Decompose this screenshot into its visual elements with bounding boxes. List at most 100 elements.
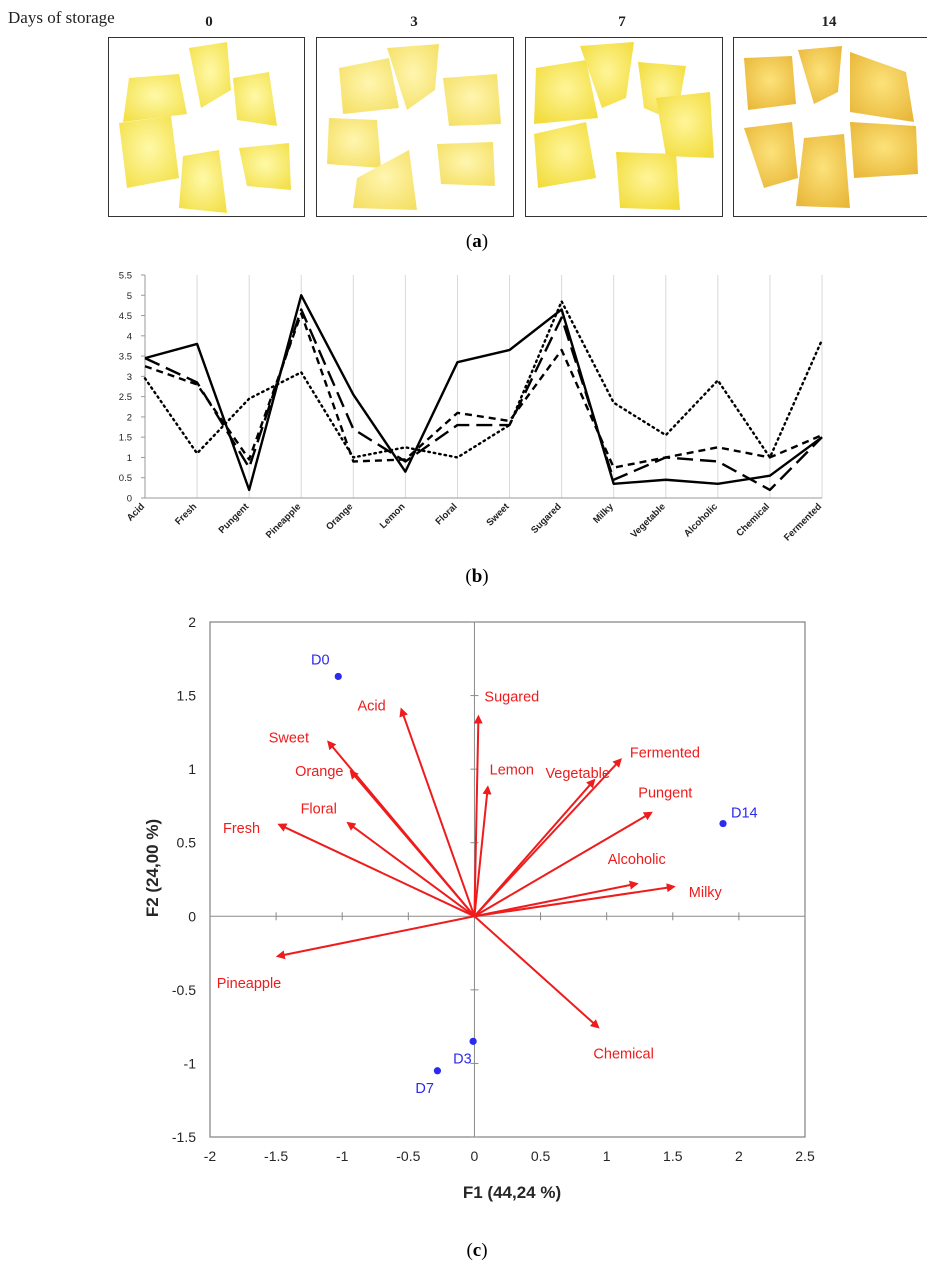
- sensory-profile-line-chart: 0 0.5 1 1.5 2 2.5 3 3.5 4 4.5 5 5.5 Acid Fresh Pungen…: [119, 271, 824, 544]
- x-tick-label: 1: [603, 1148, 611, 1164]
- day-7-label: 7: [618, 14, 626, 30]
- photo-day-7: [525, 37, 723, 217]
- x-axis-tick-labels: Acid Fresh Pungent Pineapple Orange Lemon Flor…: [125, 501, 824, 544]
- x-tick-label: 0.5: [531, 1148, 551, 1164]
- series-line-solid: [144, 294, 823, 492]
- x-tick-label: Chemical: [734, 501, 772, 539]
- x-tick-label: -2: [204, 1148, 217, 1164]
- day-3-label: 3: [410, 14, 418, 30]
- x-tick-label: Sweet: [484, 501, 512, 529]
- vector-label-orange: Orange: [295, 764, 343, 780]
- observation-label-d0: D0: [311, 652, 330, 668]
- plot-frame: [209, 621, 806, 1138]
- x-tick-label: Fresh: [173, 501, 199, 527]
- x-tick-label: -1.5: [264, 1148, 288, 1164]
- series-lines: [143, 294, 824, 492]
- vector-label-fermented: Fermented: [630, 745, 700, 761]
- vector-lemon: [473, 785, 492, 917]
- vector-sugared: [473, 714, 483, 917]
- y-tick-label: 2.5: [119, 392, 132, 403]
- y-tick-label: 1: [188, 761, 196, 777]
- x-tick-label: Pungent: [217, 501, 252, 536]
- x-tick-label: Sugared: [529, 501, 564, 536]
- x-tick-label: Alcoholic: [682, 501, 720, 539]
- y-tick-label: 0: [188, 908, 196, 924]
- vector-label-vegetable: Vegetable: [545, 766, 610, 782]
- series-line-long-dash: [144, 308, 823, 492]
- observation-point-d14: [719, 819, 727, 828]
- y-tick-label: 0.5: [177, 835, 197, 851]
- observation-label-d14: D14: [731, 806, 758, 822]
- y-tick-label: 3.5: [119, 352, 132, 363]
- observation-label-d7: D7: [415, 1081, 434, 1097]
- vector-label-fresh: Fresh: [223, 821, 260, 837]
- y-tick-label: 0: [127, 494, 132, 505]
- x-tick-label: -0.5: [396, 1148, 420, 1164]
- x-tick-label: 0: [471, 1148, 479, 1164]
- vector-fermented: [473, 758, 622, 917]
- photo-day-0: [108, 37, 305, 217]
- storage-row-label: Days of storage: [8, 8, 115, 27]
- x-tick-label: Milky: [591, 501, 616, 526]
- y-tick-label: -1: [184, 1055, 197, 1071]
- y-tick-label: 5: [127, 291, 132, 302]
- x-tick-label: 2.5: [795, 1148, 815, 1164]
- panel-c-letter: c: [472, 1240, 482, 1261]
- x-tick-label: 2: [735, 1148, 743, 1164]
- y-axis-tick-labels: 0 0.5 1 1.5 2 2.5 3 3.5 4 4.5 5 5.5: [119, 271, 132, 505]
- x-tick-label: Orange: [324, 501, 355, 532]
- y-tick-label: 2: [127, 412, 132, 423]
- x-tick-label: 1.5: [663, 1148, 683, 1164]
- photo-day-14: [733, 37, 927, 217]
- vector-label-chemical: Chemical: [593, 1047, 653, 1063]
- y-tick-label: 1.5: [119, 433, 132, 444]
- observation-point-d7: [433, 1067, 442, 1075]
- observation-label-d3: D3: [453, 1051, 472, 1067]
- y-tick-label: 1: [127, 453, 132, 464]
- x-tick-label: Floral: [434, 501, 460, 527]
- pineapple-slices-image: [327, 44, 501, 210]
- x-axis-title: F1 (44,24 %): [463, 1183, 561, 1202]
- vector-label-pineapple: Pineapple: [217, 976, 282, 992]
- observation-point-d3: [469, 1037, 477, 1045]
- x-tick-label: -1: [336, 1148, 349, 1164]
- vertical-gridlines: [144, 275, 823, 498]
- axis-tick-labels: -2 -1.5 -1 -0.5 0 0.5 1 1.5 2 2.5 -1.5 -1 -0.5 0 0.5 1 1…: [172, 614, 815, 1164]
- vector-label-milky: Milky: [689, 885, 723, 901]
- vector-label-sweet: Sweet: [269, 731, 309, 747]
- y-tick-label: 1.5: [177, 688, 197, 704]
- panel-c-label: (c): [466, 1240, 488, 1261]
- x-tick-label: Lemon: [378, 501, 408, 531]
- vector-floral: [346, 821, 476, 918]
- vector-label-lemon: Lemon: [490, 762, 534, 778]
- vector-label-sugared: Sugared: [484, 690, 539, 706]
- pca-biplot: -2 -1.5 -1 -0.5 0 0.5 1 1.5 2 2.5 -1.5 -1 -0.5 0 0.5 1 1…: [143, 614, 815, 1202]
- panel-a-letter: a: [472, 231, 482, 252]
- panel-b-letter: b: [471, 566, 483, 587]
- y-tick-label: 5.5: [119, 271, 132, 282]
- vector-pungent: [473, 811, 653, 918]
- day-14-label: 14: [821, 14, 837, 30]
- x-tick-label: Acid: [125, 501, 147, 523]
- variable-vectors: Sugared Acid Sweet Orange Floral Fresh Lemon Ve…: [217, 690, 723, 1063]
- vector-milky: [474, 883, 676, 918]
- x-tick-label: Vegetable: [629, 501, 668, 540]
- panel-b-label: (b): [465, 566, 489, 587]
- photo-day-3: [316, 37, 514, 217]
- vector-label-pungent: Pungent: [638, 785, 692, 801]
- y-tick-label: 4.5: [119, 311, 132, 322]
- series-line-dotted: [143, 300, 824, 459]
- y-axis-title: F2 (24,00 %): [143, 819, 162, 917]
- y-tick-label: -0.5: [172, 982, 196, 998]
- pineapple-slices-image: [119, 42, 291, 213]
- panel-a-label: (a): [465, 231, 489, 252]
- y-tick-label: 3: [127, 372, 132, 383]
- y-tick-label: -1.5: [172, 1129, 196, 1145]
- vector-acid: [399, 707, 476, 917]
- day-0-label: 0: [205, 14, 213, 30]
- vector-label-acid: Acid: [358, 698, 386, 714]
- x-tick-label: Fermented: [782, 501, 824, 543]
- vector-label-alcoholic: Alcoholic: [608, 852, 666, 868]
- vector-pineapple: [275, 915, 475, 960]
- vector-label-floral: Floral: [301, 802, 337, 818]
